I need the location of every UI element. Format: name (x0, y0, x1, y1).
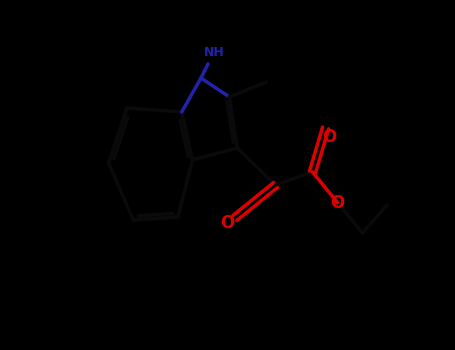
Text: O: O (220, 214, 234, 232)
Text: O: O (322, 128, 336, 146)
Text: O: O (330, 194, 345, 212)
Text: NH: NH (204, 46, 224, 58)
